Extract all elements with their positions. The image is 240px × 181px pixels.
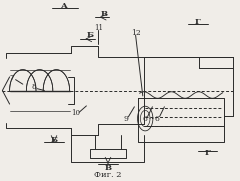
Text: Г: Г [205, 149, 210, 157]
Text: Г: Г [195, 18, 201, 26]
Text: 11: 11 [94, 24, 103, 32]
Text: 7: 7 [9, 74, 14, 82]
Text: А: А [61, 2, 68, 10]
Text: 10: 10 [71, 109, 80, 117]
Text: 8: 8 [31, 83, 36, 91]
Text: В: В [101, 10, 108, 18]
Text: 6: 6 [143, 115, 148, 123]
Text: В: В [104, 164, 112, 172]
Text: 9: 9 [124, 115, 128, 123]
Text: 6: 6 [155, 115, 160, 123]
Text: 12: 12 [131, 30, 140, 37]
Text: Фиг. 2: Фиг. 2 [94, 171, 122, 179]
Text: Б: Б [50, 136, 58, 144]
Text: Б: Б [86, 31, 94, 39]
